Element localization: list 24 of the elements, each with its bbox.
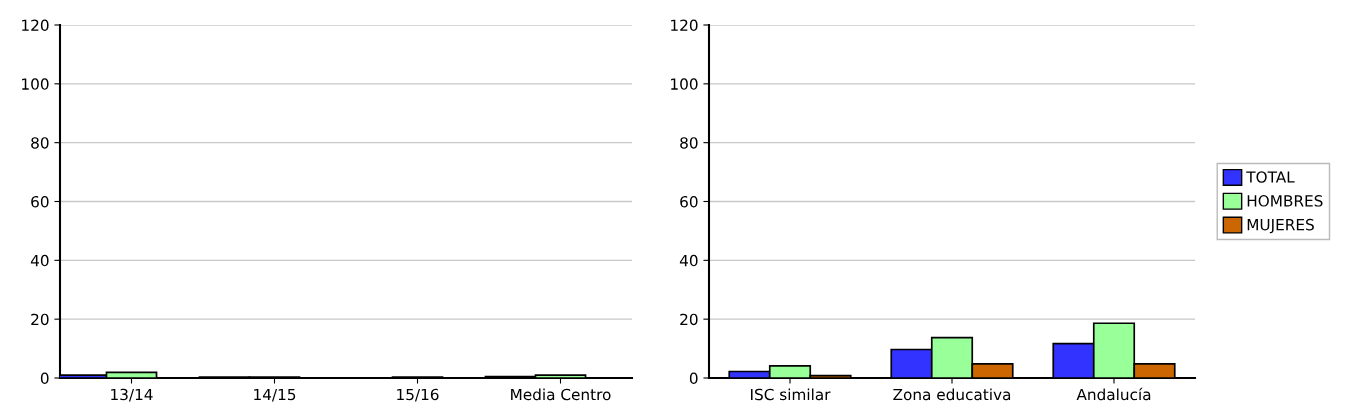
x-tick-label: 15/16 (397, 388, 439, 402)
y-tick-label: 120 (671, 19, 698, 32)
x-tick-label: ISC similar (751, 388, 831, 401)
y-tick-label: 80 (31, 137, 49, 149)
y-tick-label: 20 (31, 313, 49, 326)
y-tick-label: 100 (22, 78, 49, 90)
y-tick-label: 20 (680, 313, 698, 326)
x-tick-label: Zona educativa (893, 388, 1011, 401)
legend-label: TOTAL (1246, 171, 1295, 183)
y-tick-label: 120 (22, 19, 49, 32)
y-tick-label: 60 (31, 195, 49, 208)
x-tick-label: 13/14 (111, 388, 153, 402)
y-tick-label: 40 (679, 254, 698, 267)
y-tick-label: 100 (671, 78, 698, 90)
x-tick-label: Andalucía (1076, 387, 1151, 401)
x-tick-label: Media Centro (511, 388, 611, 401)
y-tick-label: 40 (30, 254, 49, 267)
x-tick-label: 14/15 (254, 388, 296, 402)
legend-label: HOMBRES (1247, 195, 1323, 207)
legend-label: MUJERES (1247, 218, 1314, 234)
y-tick-label: 80 (680, 137, 698, 149)
y-tick-label: 0 (689, 372, 698, 385)
y-tick-label: 60 (680, 195, 698, 208)
y-tick-label: 0 (40, 372, 49, 385)
